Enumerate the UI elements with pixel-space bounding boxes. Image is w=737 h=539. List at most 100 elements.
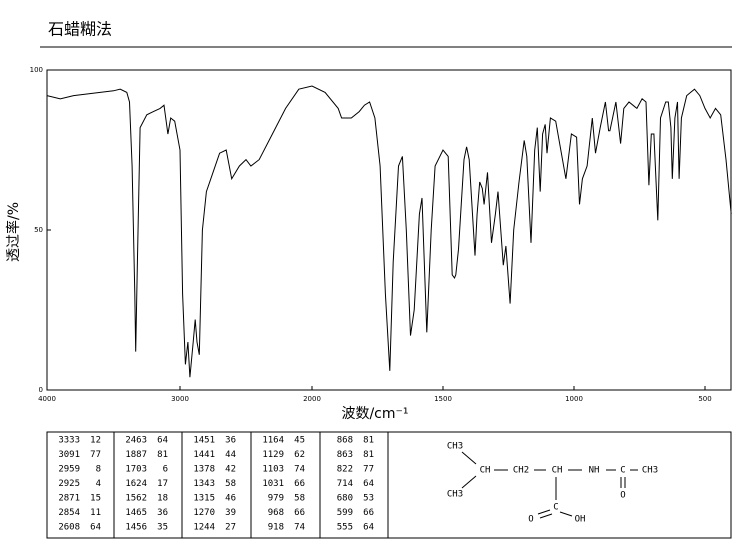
wavenumber: 1103 <box>262 465 284 475</box>
atom-label: CH3 <box>642 466 658 476</box>
transmittance: 4 <box>96 479 101 489</box>
x-tick-label: 2000 <box>303 395 321 403</box>
transmittance: 11 <box>90 508 101 518</box>
y-tick-label: 50 <box>34 226 43 234</box>
transmittance: 36 <box>157 508 168 518</box>
wavenumber: 2463 <box>125 436 147 446</box>
wavenumber: 1451 <box>193 436 215 446</box>
wavenumber: 599 <box>337 508 353 518</box>
x-tick-label: 4000 <box>38 395 56 403</box>
structure: CH3 CH CH2 CH NH C CH3 O CH3 C O OH <box>387 432 658 538</box>
transmittance: 81 <box>363 436 374 446</box>
bond <box>559 511 573 517</box>
chart-title: 石蜡糊法 <box>48 20 112 39</box>
transmittance: 53 <box>363 494 374 504</box>
wavenumber: 555 <box>337 523 353 533</box>
transmittance: 42 <box>225 465 236 475</box>
atom-label: CH2 <box>513 466 529 476</box>
transmittance: 64 <box>157 436 168 446</box>
wavenumber: 2925 <box>58 479 80 489</box>
wavenumber: 2959 <box>58 465 80 475</box>
wavenumber: 968 <box>268 508 284 518</box>
x-tick-label: 500 <box>698 395 711 403</box>
wavenumber: 1562 <box>125 494 147 504</box>
transmittance: 44 <box>225 450 236 460</box>
wavenumber: 2871 <box>58 494 80 504</box>
wavenumber: 1129 <box>262 450 284 460</box>
bond <box>461 451 477 465</box>
atom-label: CH3 <box>447 490 463 500</box>
atom-label: C <box>553 503 558 513</box>
x-tick-label: 1500 <box>434 395 452 403</box>
transmittance: 12 <box>90 436 101 446</box>
wavenumber: 2854 <box>58 508 80 518</box>
transmittance: 66 <box>294 479 305 489</box>
x-axis-label: 波数/cm⁻¹ <box>341 406 408 422</box>
x-tick-label: 3000 <box>171 395 189 403</box>
wavenumber: 918 <box>268 523 284 533</box>
transmittance: 35 <box>157 523 168 533</box>
wavenumber: 1441 <box>193 450 215 460</box>
wavenumber: 680 <box>337 494 353 504</box>
transmittance: 77 <box>90 450 101 460</box>
transmittance: 58 <box>225 479 236 489</box>
spectrum <box>46 85 732 378</box>
plot-frame <box>46 69 732 391</box>
wavenumber: 1887 <box>125 450 147 460</box>
transmittance: 45 <box>294 436 305 446</box>
transmittance: 36 <box>225 436 236 446</box>
wavenumber: 979 <box>268 494 284 504</box>
atom-label: CH <box>552 466 563 476</box>
x-tick-label: 1000 <box>565 395 583 403</box>
atom-label: C <box>620 466 625 476</box>
atom-label: OH <box>575 515 586 525</box>
wavenumber: 1703 <box>125 465 147 475</box>
wavenumber: 2608 <box>58 523 80 533</box>
wavenumber: 3333 <box>58 436 80 446</box>
wavenumber: 1378 <box>193 465 215 475</box>
transmittance: 64 <box>363 479 374 489</box>
atom-label: NH <box>589 466 600 476</box>
atom-label: O <box>620 491 625 501</box>
transmittance: 64 <box>90 523 101 533</box>
transmittance: 39 <box>225 508 236 518</box>
table-frame <box>46 431 732 539</box>
bond <box>537 509 551 515</box>
transmittance: 46 <box>225 494 236 504</box>
wavenumber: 1343 <box>193 479 215 489</box>
transmittance: 66 <box>294 508 305 518</box>
atom-label: CH3 <box>447 442 463 452</box>
wavenumber: 868 <box>337 436 353 446</box>
transmittance: 74 <box>294 465 305 475</box>
transmittance: 77 <box>363 465 374 475</box>
transmittance: 74 <box>294 523 305 533</box>
wavenumber: 1270 <box>193 508 215 518</box>
transmittance: 27 <box>225 523 236 533</box>
wavenumber: 1031 <box>262 479 284 489</box>
transmittance: 81 <box>157 450 168 460</box>
wavenumber: 3091 <box>58 450 80 460</box>
atom-label: O <box>528 515 533 525</box>
atom-label: CH <box>480 466 491 476</box>
transmittance: 6 <box>163 465 168 475</box>
transmittance: 15 <box>90 494 101 504</box>
wavenumber: 1244 <box>193 523 215 533</box>
transmittance: 64 <box>363 523 374 533</box>
wavenumber: 1465 <box>125 508 147 518</box>
wavenumber: 863 <box>337 450 353 460</box>
y-axis-label: 透过率/% <box>5 202 22 262</box>
bond <box>539 513 553 519</box>
transmittance: 62 <box>294 450 305 460</box>
transmittance: 66 <box>363 508 374 518</box>
wavenumber: 1315 <box>193 494 215 504</box>
y-tick-label: 100 <box>30 66 43 74</box>
wavenumber: 822 <box>337 465 353 475</box>
transmittance: 81 <box>363 450 374 460</box>
wavenumber: 1456 <box>125 523 147 533</box>
transmittance: 17 <box>157 479 168 489</box>
transmittance: 8 <box>96 465 101 475</box>
transmittance: 58 <box>294 494 305 504</box>
y-tick-label: 0 <box>39 386 43 394</box>
